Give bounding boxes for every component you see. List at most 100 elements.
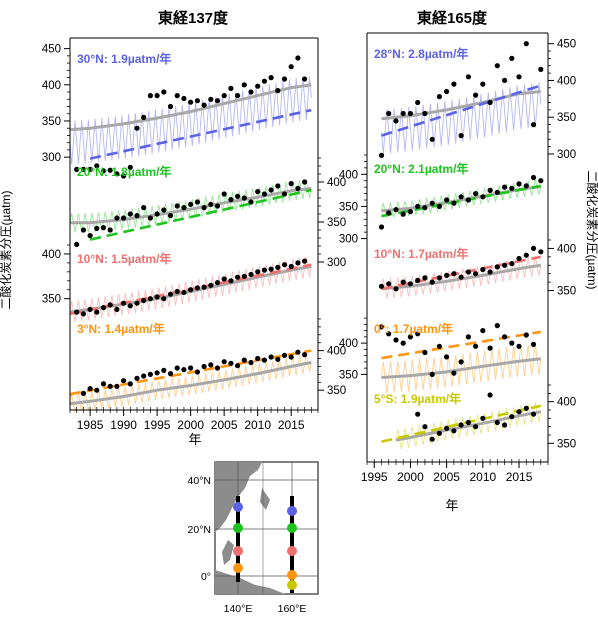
observation-point bbox=[538, 178, 544, 184]
observation-point bbox=[147, 296, 153, 302]
observation-point bbox=[235, 363, 241, 369]
observation-point bbox=[114, 383, 120, 389]
map-longitude-label: 160°E bbox=[278, 603, 307, 615]
trend-line bbox=[381, 255, 542, 291]
observation-point bbox=[386, 210, 392, 216]
observation-point bbox=[302, 179, 308, 185]
x-tick-label: 2005 bbox=[211, 418, 238, 432]
mean-line bbox=[69, 361, 312, 406]
observation-point bbox=[161, 89, 167, 95]
observation-point bbox=[473, 424, 479, 430]
y-tick-label: 450 bbox=[557, 39, 576, 51]
panel-165E-0N: 350 400 0°: 1.7µatm/年 bbox=[339, 317, 542, 393]
observation-point bbox=[487, 269, 493, 275]
observation-point bbox=[228, 85, 234, 91]
panel-137E-10N: 350 400 10°N: 1.5µatm/年 bbox=[42, 244, 312, 323]
observation-point bbox=[194, 369, 200, 375]
observation-point bbox=[429, 200, 435, 206]
map-latitude-label: 40°N bbox=[188, 475, 211, 487]
x-tick-label: 2015 bbox=[506, 470, 533, 484]
observation-point bbox=[214, 280, 221, 286]
observation-point bbox=[107, 167, 113, 173]
observation-point bbox=[181, 289, 187, 295]
observation-point bbox=[188, 99, 194, 105]
observation-point bbox=[502, 262, 508, 268]
seasonal-cycle-line bbox=[69, 76, 312, 165]
x-tick-label: 2000 bbox=[397, 470, 424, 484]
observation-point bbox=[487, 187, 493, 193]
panel-165E-20N: 300 350 400 20°N: 2.1µatm/年 bbox=[339, 154, 544, 246]
observation-point bbox=[378, 152, 385, 158]
panel-165E-10N: 350 400 10°N: 1.7µatm/年 bbox=[374, 239, 576, 299]
observation-point bbox=[167, 103, 174, 110]
observation-point bbox=[221, 93, 227, 99]
observation-point bbox=[281, 262, 288, 268]
observation-point bbox=[458, 133, 464, 139]
observation-point bbox=[141, 297, 147, 304]
observation-point bbox=[100, 225, 107, 231]
left-column-title: 東経137度 bbox=[158, 9, 229, 27]
observation-point bbox=[523, 332, 529, 338]
station-marker bbox=[233, 523, 243, 533]
observation-point bbox=[208, 362, 214, 368]
observation-point bbox=[465, 197, 471, 203]
observation-point bbox=[516, 409, 522, 415]
y-tick-label: 450 bbox=[42, 44, 61, 56]
rate-annotation: 28°N: 2.8µatm/年 bbox=[374, 46, 468, 61]
observation-point bbox=[429, 136, 435, 142]
observation-point bbox=[141, 114, 147, 120]
observation-point bbox=[100, 381, 107, 387]
observation-point bbox=[268, 75, 274, 81]
observation-point bbox=[121, 378, 127, 384]
observation-point bbox=[288, 64, 294, 70]
observation-point bbox=[302, 76, 308, 82]
observation-point bbox=[444, 354, 450, 360]
observation-point bbox=[502, 334, 508, 340]
observation-point bbox=[458, 194, 464, 200]
observation-point bbox=[494, 189, 500, 195]
observation-point bbox=[288, 181, 294, 187]
y-tick-label: 400 bbox=[327, 177, 346, 189]
rate-annotation: 0°: 1.7µatm/年 bbox=[374, 321, 453, 336]
observation-point bbox=[422, 275, 428, 281]
observation-point bbox=[436, 430, 442, 436]
station-marker bbox=[233, 546, 243, 556]
trend-line bbox=[381, 404, 542, 443]
map-longitude-label: 140°E bbox=[224, 603, 253, 615]
observation-point bbox=[188, 365, 194, 371]
observation-point bbox=[235, 274, 241, 280]
observation-point bbox=[444, 88, 450, 95]
observation-point bbox=[181, 95, 187, 102]
observation-point bbox=[241, 357, 247, 363]
observation-point bbox=[107, 302, 113, 308]
observation-point bbox=[167, 291, 174, 297]
observation-point bbox=[127, 164, 133, 170]
observation-point bbox=[268, 266, 274, 272]
observation-point bbox=[465, 334, 471, 340]
observation-point bbox=[201, 363, 207, 370]
observation-point bbox=[248, 89, 254, 95]
observation-point bbox=[94, 309, 100, 315]
observation-point bbox=[393, 337, 399, 343]
observation-point bbox=[422, 110, 428, 117]
observation-point bbox=[386, 110, 392, 117]
rate-annotation: 30°N: 1.9µatm/年 bbox=[77, 51, 171, 66]
y-tick-label: 400 bbox=[42, 249, 61, 261]
station-marker bbox=[233, 502, 243, 512]
x-tick-label: 1995 bbox=[361, 470, 388, 484]
observation-point bbox=[436, 94, 442, 100]
observation-point bbox=[400, 279, 406, 285]
observation-point bbox=[422, 205, 428, 211]
land-philippines bbox=[222, 540, 234, 565]
land-asia bbox=[215, 462, 262, 532]
observation-point bbox=[487, 392, 493, 398]
y-tick-label: 400 bbox=[557, 243, 576, 255]
y-tick-label: 350 bbox=[42, 294, 61, 306]
observation-point bbox=[127, 303, 133, 309]
station-marker bbox=[287, 523, 297, 533]
observation-point bbox=[400, 110, 406, 117]
observation-point bbox=[378, 283, 385, 289]
observation-point bbox=[154, 294, 160, 300]
observation-point bbox=[502, 77, 508, 83]
observation-point bbox=[378, 224, 385, 230]
